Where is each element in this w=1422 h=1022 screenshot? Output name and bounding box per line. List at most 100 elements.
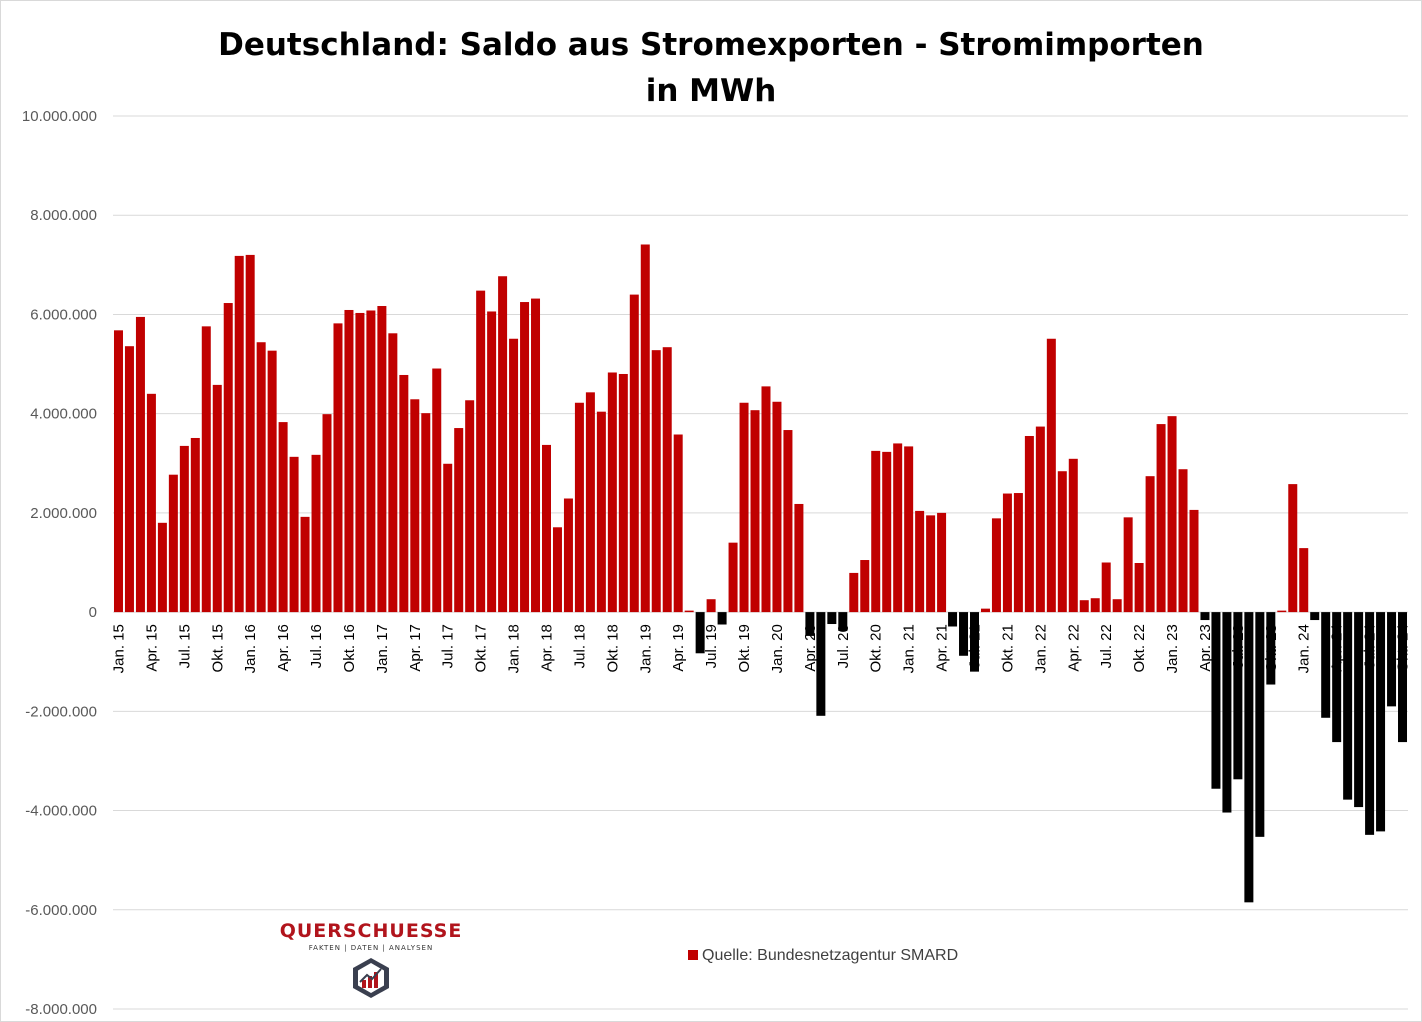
bar — [421, 413, 431, 613]
bar — [1046, 338, 1056, 613]
bar — [1123, 517, 1133, 613]
bar — [706, 599, 716, 613]
bar — [849, 572, 859, 613]
bar — [157, 522, 167, 613]
bar — [618, 373, 628, 613]
bar — [552, 527, 562, 613]
y-tick-label: 6.000.000 — [30, 306, 97, 323]
x-tick-label: Apr. 24 — [1329, 624, 1346, 672]
bar — [794, 503, 804, 613]
bar — [651, 350, 661, 613]
bar — [256, 342, 266, 613]
chart-subtitle-line: in MWh — [645, 73, 777, 109]
x-tick-label: Jan. 18 — [506, 624, 523, 673]
x-tick-label: Okt. 18 — [604, 624, 621, 672]
bar — [1156, 424, 1166, 613]
bar — [904, 446, 914, 613]
bar — [838, 612, 848, 631]
x-tick-label: Jan. 23 — [1164, 624, 1181, 673]
bar — [596, 411, 606, 613]
bar — [574, 402, 584, 613]
bar — [1244, 612, 1254, 903]
x-tick-label: Okt. 19 — [736, 624, 753, 672]
x-tick-label: Jul. 23 — [1230, 624, 1247, 668]
bar — [443, 463, 453, 613]
bar — [860, 560, 870, 613]
bar — [520, 302, 530, 613]
bar — [1167, 416, 1177, 613]
x-tick-label: Jul. 21 — [967, 624, 984, 668]
y-tick-label: -8.000.000 — [25, 1001, 97, 1018]
bar — [1354, 612, 1364, 808]
bar — [640, 244, 650, 613]
bar — [1189, 509, 1199, 613]
bar — [717, 612, 727, 625]
bar — [1024, 435, 1034, 613]
x-tick-label: Jan. 20 — [769, 624, 786, 673]
bar — [1090, 598, 1100, 613]
bar — [1398, 612, 1408, 743]
y-axis-ticks: 10.000.000 8.000.000 6.000.000 4.000.000 2.0… — [22, 108, 97, 1018]
bar — [915, 510, 925, 613]
bar — [607, 372, 617, 613]
bar — [893, 443, 903, 613]
bar — [1211, 612, 1221, 789]
bar — [1134, 563, 1144, 613]
x-tick-label: Okt. 24 — [1395, 624, 1412, 672]
logo-wordmark: QUERSCHUESSE — [279, 920, 463, 942]
bar — [750, 410, 760, 613]
x-tick-label: Jan. 15 — [110, 624, 127, 673]
bar — [465, 400, 475, 613]
bar — [289, 456, 299, 613]
x-tick-label: Apr. 23 — [1197, 624, 1214, 672]
y-tick-label: 0 — [89, 604, 97, 621]
bar — [629, 294, 639, 613]
bar — [399, 374, 409, 613]
x-tick-label: Apr. 15 — [143, 624, 160, 672]
bar — [816, 612, 826, 716]
x-tick-label: Jul. 22 — [1098, 624, 1115, 668]
bar — [542, 444, 551, 613]
x-tick-label: Apr. 17 — [407, 624, 424, 672]
querschuesse-logo: QUERSCHUESSE FAKTEN | DATEN | ANALYSEN — [276, 920, 466, 1005]
bar — [991, 518, 1001, 613]
bar — [1365, 612, 1375, 835]
bar — [135, 316, 145, 613]
bar — [454, 428, 464, 613]
bar — [300, 516, 310, 613]
bar — [970, 612, 979, 672]
x-tick-label: Apr. 16 — [275, 624, 292, 672]
bar — [388, 333, 398, 613]
bar — [278, 422, 288, 613]
bar — [1321, 612, 1331, 718]
x-tick-label: Apr. 19 — [670, 624, 687, 672]
bar — [1222, 612, 1232, 813]
legend-label: Quelle: Bundesnetzagentur SMARD — [702, 947, 959, 964]
x-tick-label: Okt. 22 — [1131, 624, 1148, 672]
x-tick-label: Jan. 22 — [1032, 624, 1049, 673]
bar — [772, 401, 782, 613]
bar — [113, 330, 123, 613]
bar — [201, 326, 211, 613]
x-tick-label: Jul. 19 — [703, 624, 720, 668]
bar — [585, 392, 595, 613]
legend: Quelle: Bundesnetzagentur SMARD — [688, 947, 958, 965]
bar — [1387, 612, 1397, 707]
x-tick-label: Jul. 18 — [571, 624, 588, 668]
x-tick-label: Jul. 16 — [308, 624, 325, 668]
bar — [695, 612, 705, 654]
bar — [1288, 484, 1298, 613]
y-tick-label: 8.000.000 — [30, 207, 97, 224]
bar — [1200, 612, 1210, 621]
bar — [1178, 469, 1188, 613]
bar — [432, 368, 442, 613]
x-tick-label: Jul. 17 — [440, 624, 457, 668]
x-tick-label: Jul. 15 — [176, 624, 193, 668]
y-tick-label: 10.000.000 — [22, 108, 97, 125]
x-tick-label: Apr. 21 — [934, 624, 951, 672]
x-tick-label: Okt. 15 — [209, 624, 226, 672]
bar — [673, 434, 683, 613]
bar — [1332, 612, 1342, 743]
x-tick-label: Okt. 17 — [473, 624, 490, 672]
